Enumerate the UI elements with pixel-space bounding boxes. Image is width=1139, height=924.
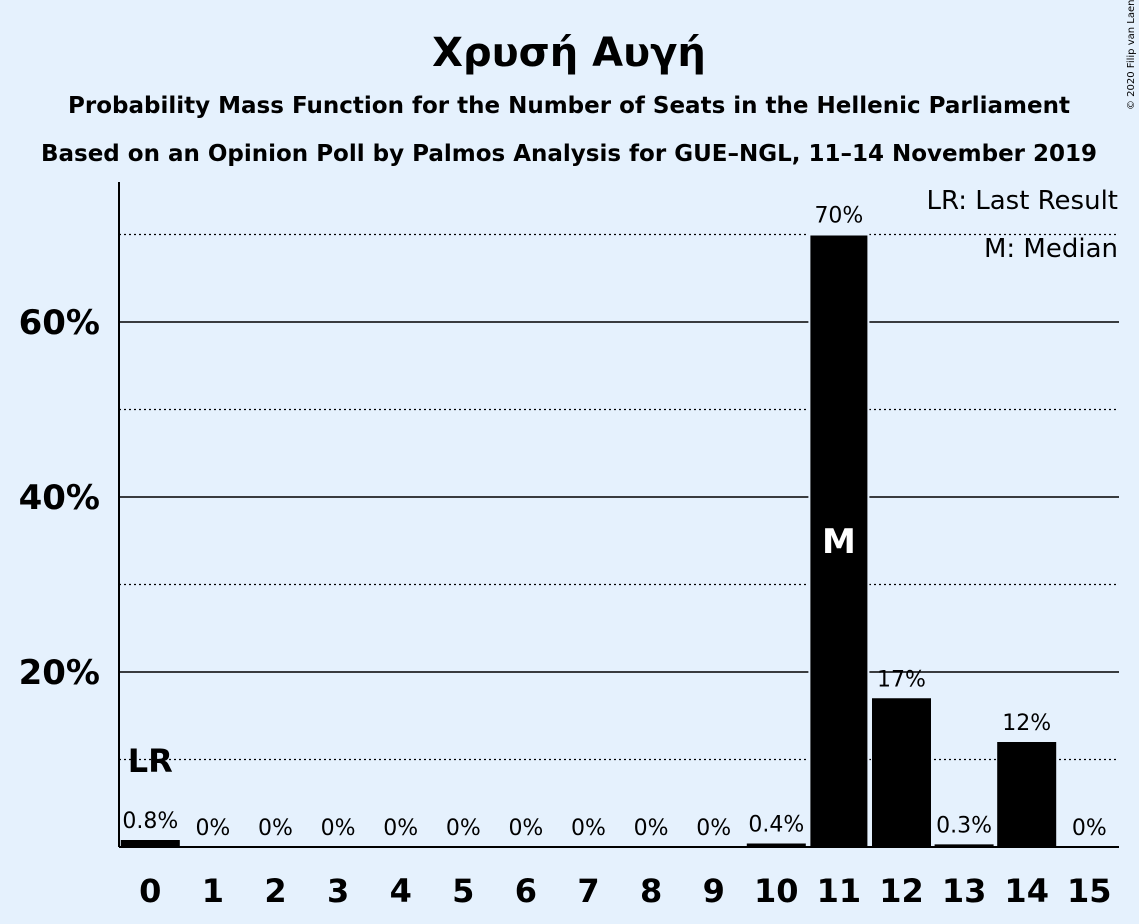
bar-13 (934, 844, 994, 847)
copyright-note: © 2020 Filip van Laenen (1126, 0, 1137, 110)
x-tick-label-6: 6 (515, 872, 537, 910)
data-label-11: 70% (814, 204, 863, 229)
chart-subtitle-2: Based on an Opinion Poll by Palmos Analy… (41, 141, 1097, 167)
y-tick-label-2: 60% (19, 303, 100, 343)
x-tick-label-2: 2 (264, 872, 286, 910)
data-label-9: 0% (696, 816, 731, 841)
data-label-3: 0% (321, 816, 356, 841)
data-label-14: 12% (1002, 711, 1051, 736)
y-tick-label-1: 40% (19, 478, 100, 518)
bar-10 (746, 843, 806, 847)
x-tick-label-3: 3 (327, 872, 349, 910)
x-tick-label-10: 10 (754, 872, 799, 910)
data-label-15: 0% (1072, 816, 1107, 841)
chart-subtitle: Probability Mass Function for the Number… (68, 93, 1070, 119)
legend-median: M: Median (984, 234, 1118, 264)
data-label-12: 17% (877, 667, 926, 692)
data-label-10: 0.4% (748, 813, 804, 838)
x-tick-label-4: 4 (390, 872, 412, 910)
x-tick-label-14: 14 (1004, 872, 1049, 910)
x-tick-label-13: 13 (942, 872, 987, 910)
median-marker: M (822, 522, 856, 562)
x-tick-label-11: 11 (817, 872, 862, 910)
data-label-13: 0.3% (936, 813, 992, 838)
bar-0 (120, 840, 180, 847)
x-tick-label-8: 8 (640, 872, 662, 910)
plot-area: 20%40%60%0.8%0LR0%10%20%30%40%50%60%70%8… (19, 182, 1119, 910)
legend-last-result: LR: Last Result (926, 186, 1118, 216)
data-label-1: 0% (195, 816, 230, 841)
x-tick-label-1: 1 (202, 872, 224, 910)
data-label-8: 0% (634, 816, 669, 841)
bar-14 (997, 742, 1057, 847)
data-label-6: 0% (508, 816, 543, 841)
data-label-4: 0% (383, 816, 418, 841)
x-tick-label-7: 7 (577, 872, 599, 910)
x-tick-label-5: 5 (452, 872, 474, 910)
x-tick-label-12: 12 (879, 872, 924, 910)
x-tick-label-15: 15 (1067, 872, 1112, 910)
data-label-2: 0% (258, 816, 293, 841)
x-tick-label-0: 0 (139, 872, 161, 910)
data-label-5: 0% (446, 816, 481, 841)
bar-12 (872, 698, 931, 847)
data-label-7: 0% (571, 816, 606, 841)
y-tick-label-0: 20% (19, 653, 100, 693)
last-result-marker: LR (128, 742, 173, 780)
chart-title: Χρυσή Αυγή (432, 30, 706, 76)
data-label-0: 0.8% (122, 809, 178, 834)
x-tick-label-9: 9 (703, 872, 725, 910)
